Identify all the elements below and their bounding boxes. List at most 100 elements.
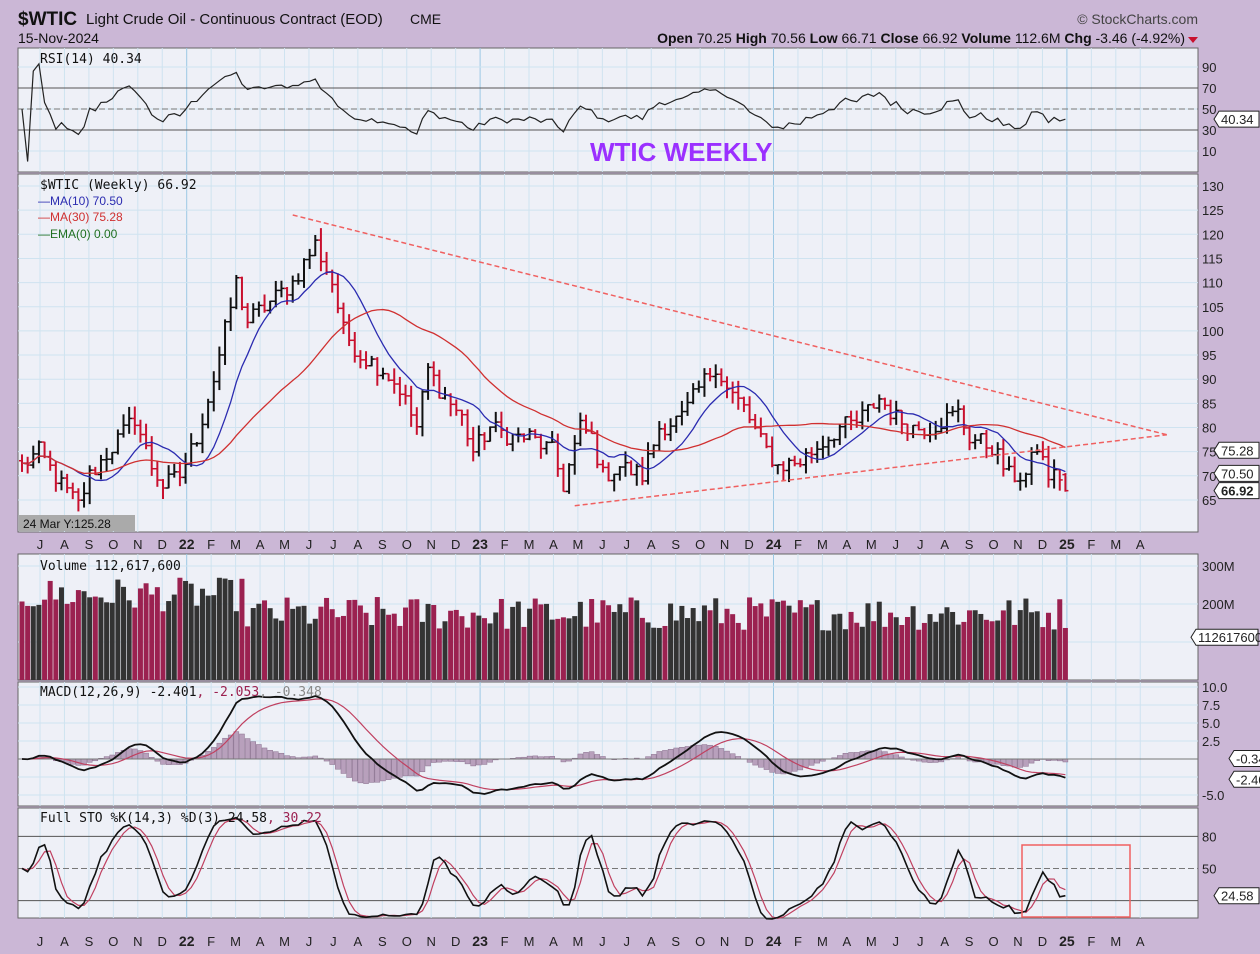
volume-bar	[910, 606, 916, 680]
x-tick-label: M	[572, 934, 583, 949]
x-tick-label: M	[230, 537, 241, 552]
macd-histogram-bar	[357, 758, 364, 784]
volume-bar	[792, 612, 798, 680]
trendline-resistance	[292, 214, 1168, 436]
volume-bar	[826, 630, 832, 680]
value-tag	[1228, 770, 1260, 788]
volume-bar	[132, 607, 138, 680]
volume-bar	[481, 618, 487, 680]
volume-bar	[1062, 627, 1068, 680]
volume-bar	[696, 621, 702, 680]
symbol: $WTIC	[18, 9, 77, 30]
macd-histogram-bar	[667, 749, 674, 760]
volume-bar	[70, 602, 76, 680]
volume-label: Volume 112,617,600	[40, 559, 181, 574]
volume-bar	[290, 608, 296, 680]
value-tag	[1190, 628, 1259, 646]
macd-histogram-bar	[791, 758, 798, 772]
x-tick-label: A	[354, 537, 363, 552]
x-tick-label: A	[60, 934, 69, 949]
volume-bar	[453, 609, 459, 680]
x-tick-label: F	[794, 537, 802, 552]
volume-bar	[250, 608, 256, 680]
macd-histogram-bar	[1023, 758, 1029, 767]
y-tick-label: 65	[1202, 493, 1216, 508]
x-tick-label: D	[451, 537, 460, 552]
volume-bar	[685, 618, 691, 680]
volume-bar	[205, 595, 211, 680]
sto-label: Full STO %K(14,3) %D(3) 24.58, 30.22	[40, 811, 322, 826]
volume-bar	[352, 599, 358, 680]
x-tick-label: F	[501, 537, 509, 552]
volume-bar	[538, 604, 544, 680]
volume-bar	[340, 615, 346, 680]
volume-bar	[713, 598, 719, 680]
volume-bar	[916, 629, 922, 680]
macd-histogram-bar	[256, 744, 262, 760]
volume-bar	[803, 607, 809, 680]
volume-bar	[549, 619, 555, 680]
x-tick-label: A	[354, 934, 363, 949]
volume-bar	[143, 583, 149, 680]
x-tick-label: N	[1013, 537, 1022, 552]
volume-bar	[809, 604, 815, 680]
x-tick-label: A	[843, 934, 852, 949]
volume-bar	[786, 605, 792, 680]
volume-bar	[154, 587, 160, 680]
macd-label: MACD(12,26,9) -2.401, -2.053, -0.348	[40, 685, 322, 700]
volume-bar	[92, 596, 98, 680]
x-tick-label: S	[378, 934, 387, 949]
volume-bar	[577, 601, 583, 680]
x-tick-label: O	[108, 934, 118, 949]
value-tag-label: 40.34	[1221, 112, 1254, 127]
volume-bar	[104, 602, 110, 680]
value-tag-label: 66.92	[1221, 484, 1254, 499]
volume-bar	[504, 628, 510, 680]
volume-bar	[115, 579, 121, 680]
volume-bar	[814, 600, 820, 680]
x-tick-label: D	[451, 934, 460, 949]
macd-histogram-bar	[278, 752, 285, 760]
value-tag-label: -0.348	[1236, 752, 1260, 767]
x-tick-label: S	[378, 537, 387, 552]
volume-bar	[183, 580, 189, 680]
x-tick-label: J	[599, 537, 606, 552]
volume-bar	[594, 622, 600, 680]
volume-bar	[735, 622, 741, 680]
macd-histogram-bar	[464, 758, 471, 765]
x-tick-label: A	[647, 934, 656, 949]
volume-bar	[848, 611, 854, 680]
volume-bar	[876, 601, 882, 680]
x-tick-label: J	[917, 537, 924, 552]
volume-bar	[98, 597, 104, 680]
macd-histogram-bar	[476, 758, 482, 766]
volume-bar	[188, 583, 194, 680]
macd-histogram-bar	[808, 758, 815, 766]
y-tick-label: 7.5	[1202, 698, 1220, 713]
date: 15-Nov-2024	[18, 30, 99, 46]
x-tick-label: D	[1038, 934, 1047, 949]
value-tag-label: 75.28	[1221, 443, 1254, 458]
volume-bar	[1000, 610, 1006, 680]
value-tag	[1213, 110, 1260, 128]
macd-histogram-bar	[588, 751, 595, 760]
volume-bar	[256, 603, 262, 680]
sto-d-line	[21, 818, 1066, 920]
macd-histogram-bar	[656, 751, 663, 760]
crosshair-readout-box	[19, 515, 135, 531]
x-tick-label: 22	[179, 536, 195, 552]
y-tick-label: 75	[1202, 445, 1216, 460]
volume-bar	[628, 597, 634, 680]
value-tag	[1213, 887, 1260, 905]
x-tick-label: S	[85, 537, 94, 552]
macd-histogram-bar	[724, 750, 730, 760]
volume-bar	[363, 612, 369, 680]
x-tick-label: D	[158, 934, 167, 949]
x-tick-label: A	[256, 537, 265, 552]
x-tick-label: S	[671, 934, 680, 949]
macd-histogram-bar	[842, 753, 849, 760]
x-tick-label: 25	[1059, 536, 1075, 552]
volume-bar	[978, 613, 984, 680]
volume-bar	[25, 605, 31, 680]
